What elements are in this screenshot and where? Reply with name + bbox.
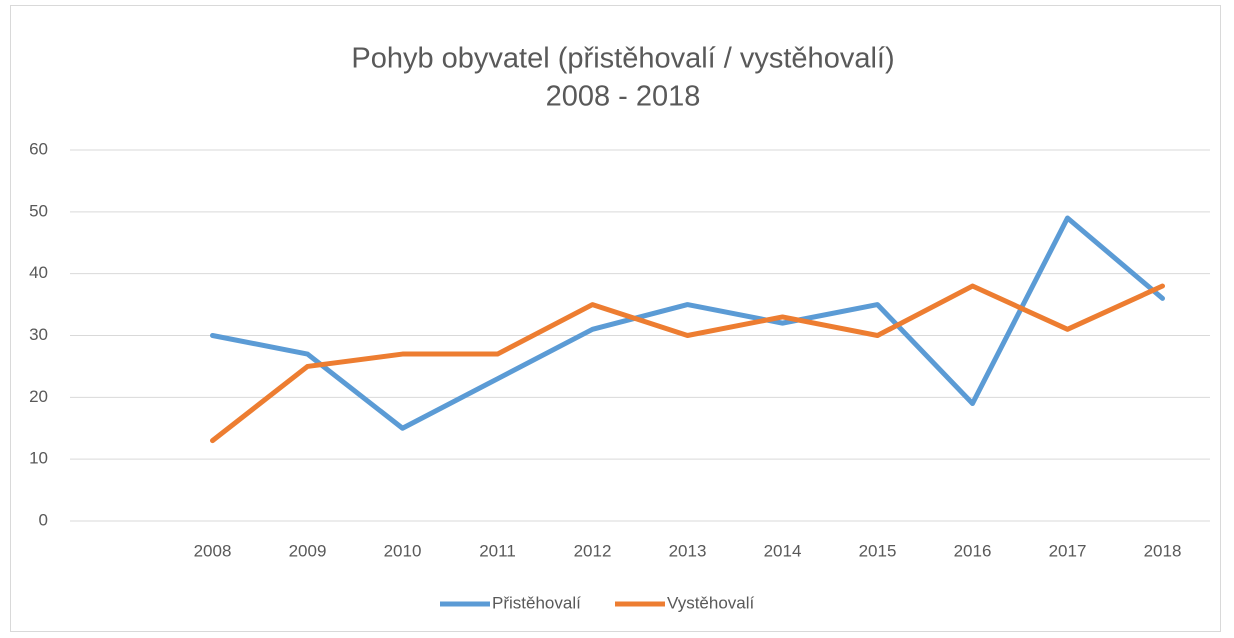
- x-tick-label: 2012: [574, 541, 612, 560]
- x-tick-label: 2014: [764, 541, 802, 560]
- x-tick-label: 2010: [384, 541, 422, 560]
- x-tick-label: 2008: [194, 541, 232, 560]
- y-tick-label: 30: [29, 325, 48, 344]
- x-tick-label: 2013: [669, 541, 707, 560]
- y-tick-label: 0: [39, 510, 48, 529]
- y-tick-label: 40: [29, 263, 48, 282]
- chart-title: Pohyb obyvatel (přistěhovalí / vystěhova…: [351, 43, 894, 75]
- data-line: [210, 215, 1165, 431]
- legend-label: Vystěhovalí: [667, 593, 755, 612]
- x-tick-label: 2018: [1144, 541, 1182, 560]
- y-tick-label: 60: [29, 139, 48, 158]
- x-tick-label: 2009: [289, 541, 327, 560]
- legend-label: Přistěhovalí: [492, 593, 581, 612]
- y-tick-label: 20: [29, 387, 48, 406]
- x-tick-label: 2015: [859, 541, 897, 560]
- x-tick-label: 2016: [954, 541, 992, 560]
- y-tick-label: 10: [29, 449, 48, 468]
- x-tick-label: 2011: [479, 541, 516, 560]
- data-line: [210, 283, 1165, 444]
- chart-title: 2008 - 2018: [546, 81, 701, 113]
- x-tick-label: 2017: [1049, 541, 1087, 560]
- y-tick-label: 50: [29, 201, 48, 220]
